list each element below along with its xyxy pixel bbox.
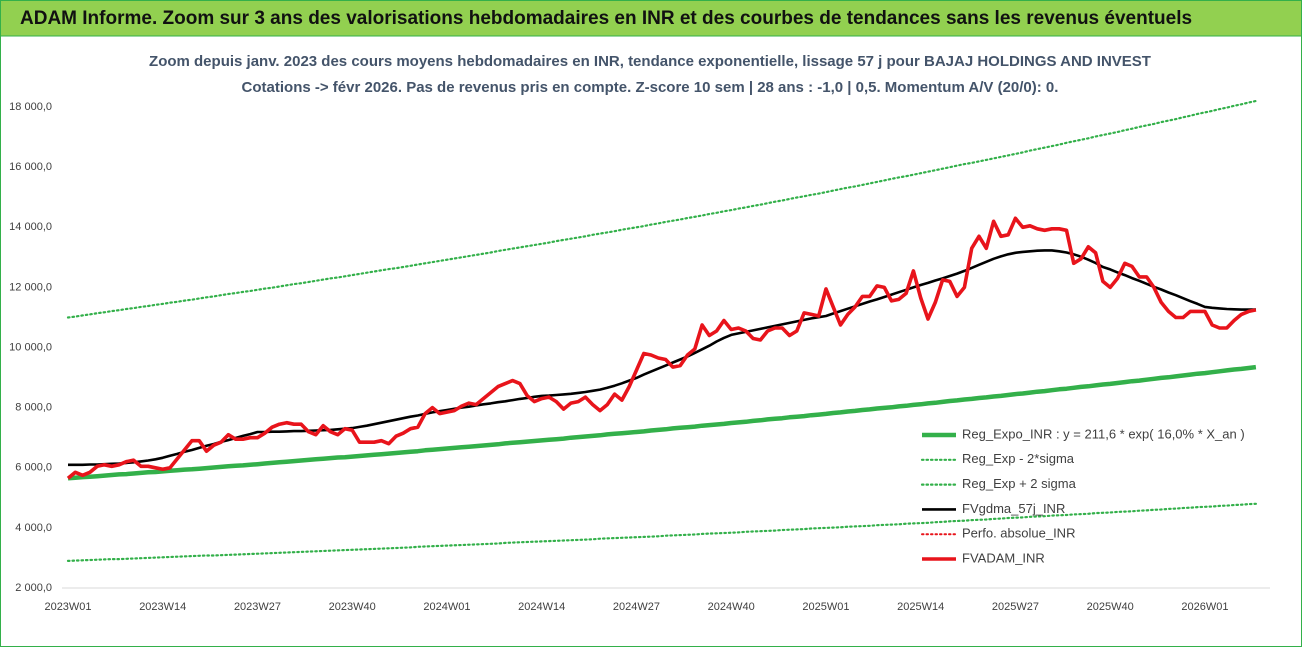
- y-tick-label: 4 000,0: [15, 522, 52, 534]
- y-tick-label: 18 000,0: [9, 101, 52, 113]
- legend-label: Perfo. absolue_INR: [962, 526, 1075, 541]
- x-tick-label: 2024W01: [423, 601, 470, 613]
- x-tick-label: 2024W14: [518, 601, 565, 613]
- y-tick-label: 10 000,0: [9, 341, 52, 353]
- series-line: [67, 364, 1257, 481]
- series-line: [66, 502, 1257, 562]
- legend-label: Reg_Exp - 2*sigma: [962, 451, 1075, 466]
- y-tick-label: 16 000,0: [9, 161, 52, 173]
- x-tick-label: 2023W27: [234, 601, 281, 613]
- series-line: [66, 216, 1257, 480]
- x-tick-label: 2023W40: [329, 601, 376, 613]
- legend-label: Reg_Exp + 2 sigma: [962, 476, 1077, 491]
- chart-title: Zoom depuis janv. 2023 des cours moyens …: [149, 53, 1151, 70]
- header-band: [1, 1, 1301, 36]
- series-line: [66, 99, 1257, 319]
- x-tick-label: 2026W01: [1181, 601, 1228, 613]
- legend-label: Reg_Expo_INR : y = 211,6 * exp( 16,0% * …: [962, 426, 1245, 441]
- y-tick-label: 14 000,0: [9, 221, 52, 233]
- y-tick-label: 2 000,0: [15, 582, 52, 594]
- x-tick-label: 2025W14: [897, 601, 944, 613]
- x-tick-label: 2024W40: [708, 601, 755, 613]
- y-tick-label: 12 000,0: [9, 281, 52, 293]
- y-tick-label: 6 000,0: [15, 462, 52, 474]
- legend-label: FVADAM_INR: [962, 550, 1045, 565]
- y-tick-label: 8 000,0: [15, 402, 52, 414]
- x-tick-label: 2023W14: [139, 601, 186, 613]
- x-tick-label: 2025W40: [1087, 601, 1134, 613]
- x-tick-label: 2024W27: [613, 601, 660, 613]
- header-title: ADAM Informe. Zoom sur 3 ans des valoris…: [20, 8, 1192, 29]
- legend-label: FVgdma_57j_INR: [962, 501, 1065, 516]
- x-tick-label: 2023W01: [44, 601, 91, 613]
- x-tick-label: 2025W27: [992, 601, 1039, 613]
- chart-subtitle: Cotations -> févr 2026. Pas de revenus p…: [242, 79, 1059, 96]
- x-tick-label: 2025W01: [802, 601, 849, 613]
